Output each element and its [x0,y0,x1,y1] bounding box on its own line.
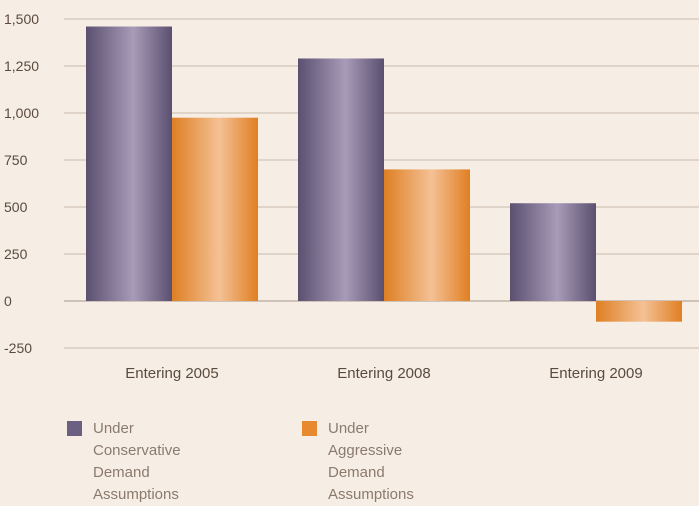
y-tick-label: 750 [4,152,28,168]
legend-swatch-aggressive [302,421,317,436]
legend-swatch-conservative [67,421,82,436]
y-tick-label: 500 [4,199,28,215]
legend-label-conservative: Under Conservative Demand Assumptions [93,420,181,503]
bar-conservative-0 [86,26,172,302]
bar-conservative-1 [298,58,384,302]
bar-aggressive-2 [596,301,682,322]
x-category-label: Entering 2005 [125,365,218,382]
bar-chart: -250 0 250 500 750 1,000 1,250 1,500 Entering 2… [4,11,699,382]
y-tick-label: 1,500 [4,11,39,27]
legend-label-aggressive: Under Aggressive Demand Assumptions [328,420,414,503]
bar-aggressive-1 [384,169,470,301]
y-tick-label: 1,000 [4,105,39,121]
x-category-label: Entering 2008 [337,365,430,382]
bar-aggressive-0 [172,117,258,301]
y-tick-label: 1,250 [4,58,39,74]
bars [86,26,682,322]
bar-conservative-2 [510,203,596,301]
y-tick-label: 250 [4,246,28,262]
y-tick-label: 0 [4,293,12,309]
x-category-label: Entering 2009 [549,365,642,382]
y-axis-tick-labels: -250 0 250 500 750 1,000 1,250 1,500 [4,11,39,356]
y-tick-label: -250 [4,340,32,356]
x-axis-category-labels: Entering 2005 Entering 2008 Entering 2009 [125,365,642,382]
